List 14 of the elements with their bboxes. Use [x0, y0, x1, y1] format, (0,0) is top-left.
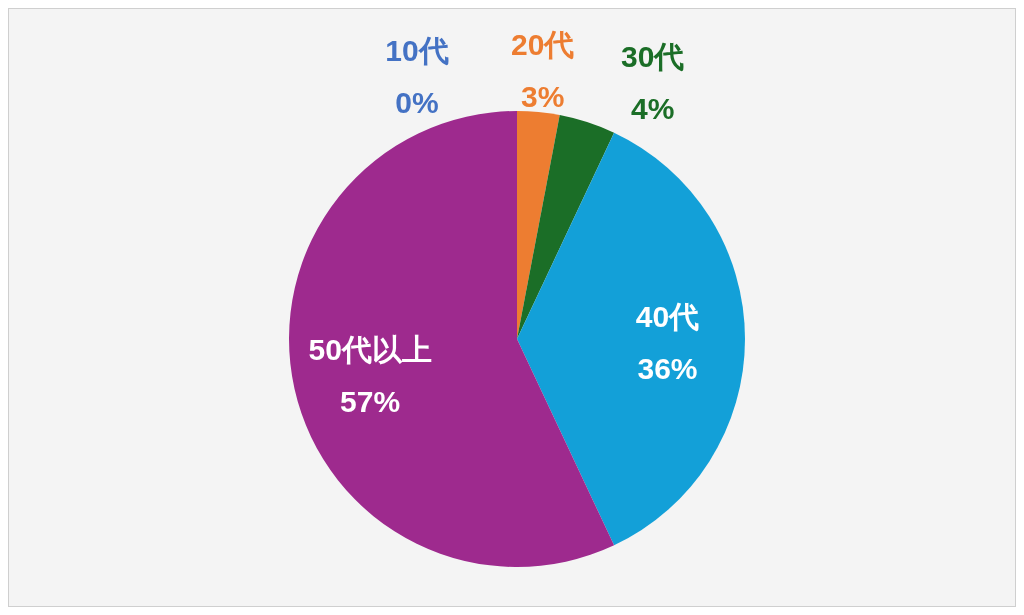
text: 0%: [395, 86, 439, 120]
data-label: 57%: [340, 384, 401, 418]
pie-slice: [517, 132, 745, 546]
data-label: 4%: [631, 91, 675, 125]
category-label: 10代: [385, 34, 449, 68]
pie-slice: [289, 111, 615, 567]
slice-label: 50代以上: [308, 332, 432, 366]
pie-slice: [517, 111, 560, 339]
pie-slice: [517, 115, 615, 339]
slice-label: 30代: [621, 39, 685, 73]
slice-label: 20代: [511, 27, 575, 61]
slice-label: 40代: [635, 300, 700, 333]
data-label: 36%: [637, 352, 698, 385]
data-label: 3%: [521, 79, 565, 113]
